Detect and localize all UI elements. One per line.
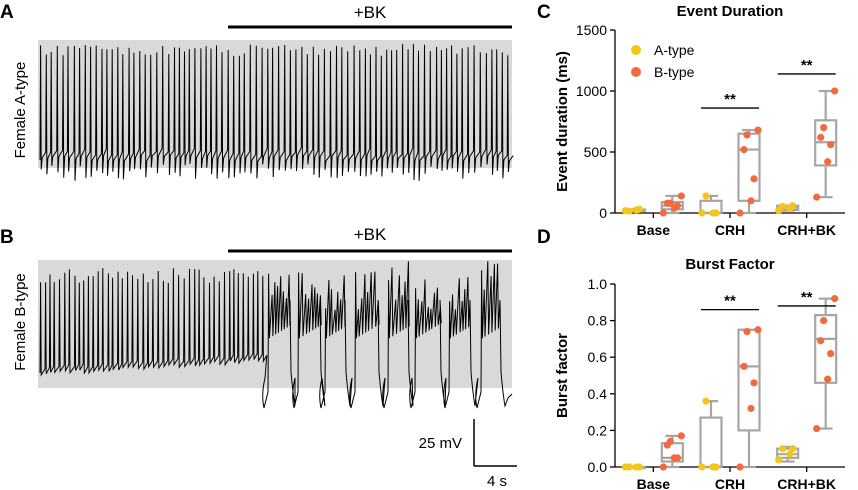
- panel-d-data-point: [702, 397, 710, 405]
- panel-d-ytick-label: 0.4: [588, 386, 608, 402]
- panel-d-data-point: [824, 375, 832, 383]
- panel-d-data-point: [754, 326, 762, 334]
- panel-d-ytick-label: 0.6: [588, 349, 608, 365]
- panel-d-data-point: [750, 379, 758, 387]
- panel-c-significance-label: **: [801, 57, 813, 74]
- panel-d-data-point: [712, 463, 720, 471]
- panel-c-xtick-label: CRH: [715, 222, 745, 238]
- panel-d-data-point: [820, 317, 828, 325]
- panel-c-letter: C: [537, 2, 551, 23]
- panel-a-letter: A: [0, 2, 14, 23]
- panel-c-data-point: [740, 145, 748, 154]
- panel-c-ytick-label: 1000: [576, 83, 607, 99]
- panel-c-significance-label: **: [724, 91, 736, 108]
- panel-b-treatment-label: +BK: [354, 225, 387, 244]
- panel-c-ytick-label: 0: [599, 205, 607, 221]
- panel-c-data-point: [831, 87, 839, 95]
- panel-b-trace-background: [38, 260, 512, 388]
- panel-d-data-point: [736, 463, 744, 471]
- panel-d-ylabel: Burst factor: [554, 333, 571, 418]
- panel-c-data-point: [625, 207, 633, 215]
- panel-d-data-point: [831, 295, 839, 303]
- scale-voltage-label: 25 mV: [419, 435, 462, 452]
- panel-d-data-point: [677, 432, 685, 440]
- panel-a-ylabel: Female A-type: [12, 62, 29, 159]
- panel-b-ylabel: Female B-type: [12, 273, 29, 371]
- panel-c-data-point: [750, 175, 758, 183]
- panel-c-data-point: [827, 141, 835, 149]
- panel-a-treatment-label: +BK: [354, 3, 387, 22]
- panel-a-voltage-trace: [39, 43, 514, 181]
- panel-d-data-point: [698, 463, 706, 471]
- panel-d-ytick-label: 1.0: [588, 276, 608, 292]
- panel-d-data-point: [789, 445, 797, 453]
- panel-d-box: [699, 416, 723, 469]
- panel-d-data-point: [635, 463, 643, 471]
- panel-c-legend-marker: [631, 67, 641, 77]
- panel-c-data-point: [813, 193, 821, 201]
- panel-d-data-point: [813, 424, 821, 433]
- panel-c-legend-label: A-type: [654, 42, 695, 58]
- panel-d-data-point: [666, 437, 674, 445]
- panel-b: B Female B-type +BK 25 mV 4 s: [0, 225, 517, 490]
- panel-d-box: [814, 314, 838, 384]
- panel-d-box: [737, 328, 761, 432]
- panel-d-ytick-label: 0.2: [588, 422, 608, 438]
- panel-c-legend-label: B-type: [654, 64, 695, 80]
- panel-c-data-point: [779, 202, 787, 210]
- panel-c-data-point: [736, 209, 744, 217]
- panel-c-data-point: [659, 209, 667, 217]
- panel-d-xtick-label: CRH: [715, 476, 745, 490]
- panel-c-data-point: [817, 133, 825, 141]
- panel-d-data-point: [779, 445, 787, 453]
- panel-a: A Female A-type +BK: [0, 2, 514, 181]
- panel-c-xtick-label: CRH+BK: [777, 222, 836, 238]
- panel-d-title: Burst Factor: [685, 256, 774, 273]
- panel-c-data-point: [789, 202, 797, 210]
- panel-c-data-point: [824, 158, 832, 166]
- panel-d-data-point: [740, 362, 748, 370]
- panel-c-data-point: [820, 124, 828, 132]
- panel-c-data-point: [754, 126, 762, 134]
- panel-d-burst-factor-chart: D Burst Factor Burst factor 0.0 0.2 0.4 0.6 0.…: [537, 227, 845, 490]
- panel-c-box: [737, 132, 761, 202]
- panel-b-letter: B: [0, 227, 14, 248]
- panel-d-letter: D: [537, 227, 551, 248]
- panel-d-data-point: [775, 456, 783, 464]
- panel-c-legend-marker: [631, 45, 641, 55]
- panel-d-data-point: [817, 337, 825, 345]
- panel-d-significance-label: **: [801, 289, 813, 306]
- panel-c-data-point: [677, 192, 685, 200]
- panel-d-data-point: [827, 349, 835, 358]
- panel-d-ytick-label: 0.0: [588, 459, 608, 475]
- panel-d-xtick-label: Base: [637, 476, 671, 490]
- panel-d-data-point: [786, 450, 794, 458]
- panel-c-ytick-label: 500: [584, 144, 608, 160]
- panel-d-data-point: [625, 463, 633, 471]
- panel-d-data-point: [747, 404, 755, 413]
- panel-c-event-duration-chart: C Event Duration Event duration (ms) 0 500 1…: [537, 2, 845, 238]
- panel-c-xtick-label: Base: [637, 222, 671, 238]
- panel-c-data-point: [743, 131, 751, 139]
- panel-c-data-point: [673, 202, 681, 210]
- panel-c-ytick-label: 1500: [576, 22, 607, 38]
- panel-b-voltage-trace: [39, 261, 513, 409]
- panel-c-title: Event Duration: [677, 3, 784, 20]
- panel-c-data-point: [702, 192, 710, 200]
- panel-d-ytick-label: 0.8: [588, 313, 608, 329]
- panel-c-data-point: [747, 197, 755, 205]
- panel-d-data-point: [743, 327, 751, 336]
- panel-d-significance-label: **: [724, 293, 736, 310]
- panel-d-xtick-label: CRH+BK: [777, 476, 836, 490]
- panel-c-ylabel: Event duration (ms): [554, 51, 571, 192]
- scale-time-label: 4 s: [487, 473, 507, 490]
- panel-c-data-point: [635, 205, 643, 213]
- panel-c-data-point: [698, 209, 706, 217]
- panel-c-data-point: [666, 199, 674, 207]
- panel-c-data-point: [712, 209, 720, 217]
- panel-d-data-point: [659, 463, 667, 471]
- panel-d-data-point: [673, 454, 681, 462]
